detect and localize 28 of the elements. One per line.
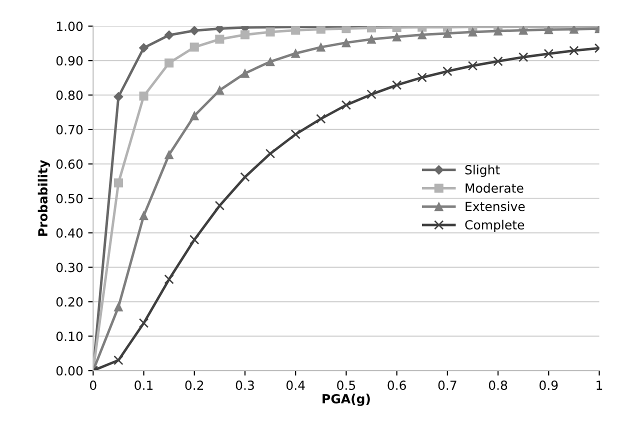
y-tick-label: 1.00 <box>56 22 83 32</box>
legend-label: Extensive <box>466 202 525 212</box>
x-tick-label: 0.4 <box>286 380 305 390</box>
y-tick-label: 0.60 <box>56 159 83 169</box>
y-tick-label: 0.50 <box>56 194 83 204</box>
x-tick-label: 0.7 <box>438 380 456 390</box>
y-tick-label: 0.00 <box>56 366 83 376</box>
x-tick-label: 0.3 <box>236 380 254 390</box>
x-tick-label: 0.6 <box>388 380 406 390</box>
legend-label: Moderate <box>466 183 524 193</box>
x-tick-label: 0 <box>90 380 96 390</box>
x-tick-label: 0.2 <box>185 380 204 390</box>
x-tick-label: 0.9 <box>540 380 558 390</box>
x-tick-label: 0.8 <box>488 380 508 390</box>
x-axis-title: PGA(g) <box>322 394 370 406</box>
y-tick-label: 0.40 <box>56 228 83 238</box>
legend-label: Slight <box>465 164 500 177</box>
y-axis-title: Probability <box>38 160 50 236</box>
y-tick-label: 0.10 <box>56 332 83 342</box>
legend-label: Complete <box>465 220 524 232</box>
x-tick-label: 0.1 <box>134 380 153 390</box>
y-tick-label: 0.90 <box>56 56 83 66</box>
x-tick-label: 1 <box>596 380 602 390</box>
x-tick-label: 0.5 <box>337 380 356 390</box>
y-tick-label: 0.20 <box>56 297 83 307</box>
y-tick-label: 0.30 <box>56 262 83 272</box>
y-tick-label: 0.80 <box>56 90 83 100</box>
y-tick-label: 0.70 <box>56 124 83 134</box>
